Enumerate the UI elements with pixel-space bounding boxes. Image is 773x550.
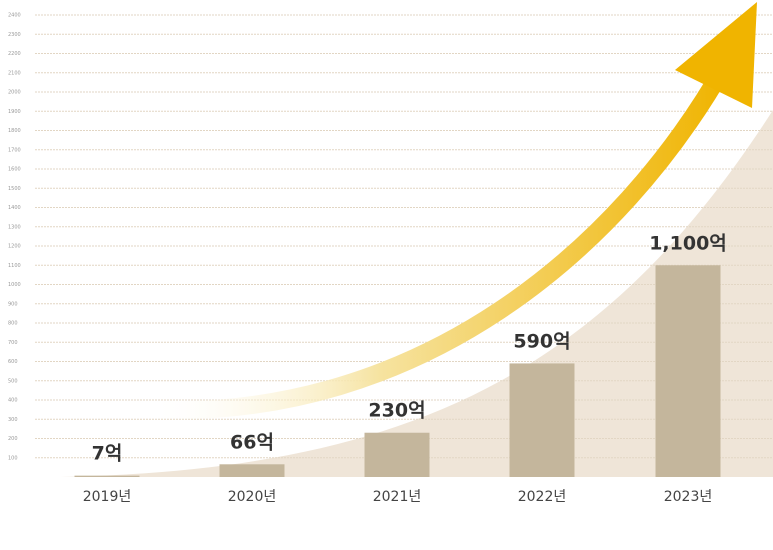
value-label: 7억 (92, 443, 123, 465)
x-tick-label: 2020년 (228, 489, 277, 505)
x-tick-label: 2021년 (373, 489, 422, 505)
x-tick-label: 2019년 (83, 489, 132, 505)
background-area (60, 110, 773, 477)
y-tick-label: 100 (8, 455, 18, 461)
y-tick-label: 400 (8, 398, 18, 404)
y-tick-label: 2400 (8, 13, 21, 19)
y-tick-label: 600 (8, 359, 18, 365)
x-tick-label: 2023년 (664, 489, 713, 505)
value-label: 1,100억 (649, 232, 727, 254)
y-tick-label: 2000 (8, 90, 21, 96)
y-tick-label: 300 (8, 417, 18, 423)
x-tick-label: 2022년 (518, 489, 567, 505)
arrow-head (675, 2, 757, 108)
y-tick-label: 800 (8, 321, 18, 327)
y-tick-label: 1600 (8, 167, 21, 173)
y-tick-label: 2300 (8, 32, 21, 38)
value-label: 230억 (368, 400, 425, 422)
y-tick-label: 2200 (8, 51, 21, 57)
y-tick-label: 900 (8, 301, 18, 307)
y-tick-label: 500 (8, 378, 18, 384)
value-label: 590억 (513, 330, 570, 352)
y-tick-label: 2100 (8, 70, 21, 76)
bar (364, 432, 430, 477)
y-tick-label: 700 (8, 340, 18, 346)
y-tick-label: 1500 (8, 186, 21, 192)
y-tick-label: 1400 (8, 205, 21, 211)
bar (509, 363, 575, 477)
y-tick-label: 1200 (8, 244, 21, 250)
bar (74, 475, 140, 477)
y-tick-label: 1800 (8, 128, 21, 134)
value-label: 66억 (230, 431, 274, 453)
bar (219, 464, 285, 477)
y-tick-label: 200 (8, 436, 18, 442)
y-tick-label: 1100 (8, 263, 21, 269)
bar (655, 265, 721, 477)
growth-arrow (149, 60, 733, 420)
y-tick-label: 1000 (8, 282, 21, 288)
y-tick-label: 1300 (8, 224, 21, 230)
y-tick-label: 1900 (8, 109, 21, 115)
y-tick-label: 1700 (8, 147, 21, 153)
